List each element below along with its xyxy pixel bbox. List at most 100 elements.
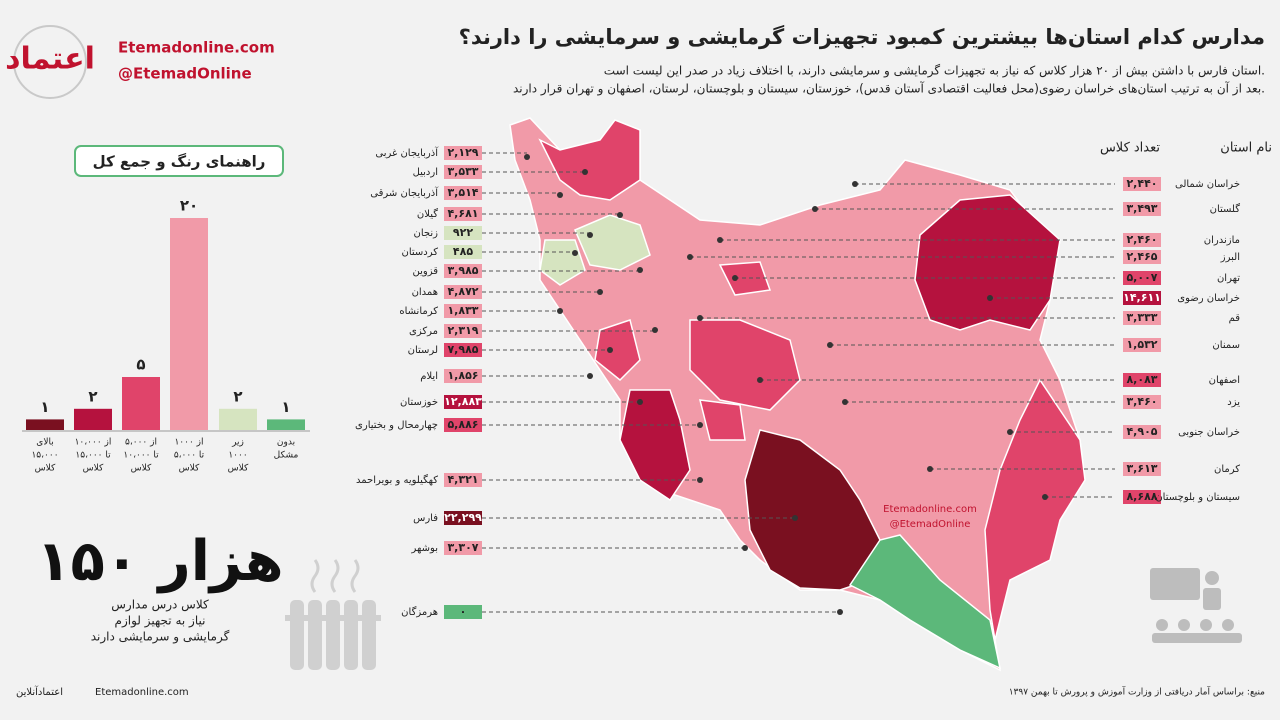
summary-caption: نیاز به تجهیز لوازم: [115, 614, 206, 629]
category-label: ۱۵،۰۰۰: [31, 451, 58, 461]
value-label: ۱۲,۸۸۳: [444, 395, 482, 408]
province-name: یزد: [1227, 397, 1240, 408]
value-label: ۱,۸۵۶: [447, 369, 478, 382]
logo: اعتماد: [5, 25, 95, 99]
category-label: از ۱۰،۰۰۰: [75, 438, 112, 448]
value-label: ۱,۸۳۳: [447, 304, 478, 317]
value-label: ۴,۹۰۵: [1126, 425, 1157, 438]
map-dot: [1042, 494, 1048, 500]
map-dot: [697, 422, 703, 428]
map-dot: [587, 373, 593, 379]
category-label: از ۵،۰۰۰: [125, 438, 157, 448]
bar: [74, 408, 112, 430]
map-dot: [927, 466, 933, 472]
legend-title-box: [74, 145, 284, 177]
map-dot: [652, 327, 658, 333]
map-dot: [582, 169, 588, 175]
column-header: تعداد کلاس: [1100, 141, 1160, 156]
value-label: ۴۸۵: [453, 245, 473, 258]
bar: [122, 377, 160, 430]
bar: [26, 419, 64, 430]
category-label: مشکل: [274, 451, 299, 461]
province-name: فارس: [413, 513, 438, 524]
map-dot: [524, 154, 530, 160]
province-name: زنجان: [414, 228, 439, 239]
watermark: Etemadonline.com: [883, 504, 977, 515]
category-label: بدون: [277, 438, 295, 448]
province-name: اصفهان: [1209, 375, 1240, 386]
province-name: لرستان: [408, 345, 438, 356]
title: مدارس کدام استان‌ها بیشترین کمبود تجهیزا…: [459, 24, 1265, 49]
value-label: ۵,۰۰۷: [1126, 271, 1157, 284]
province-name: کرمانشاه: [399, 306, 438, 317]
value-box: [444, 395, 482, 409]
map-dot: [557, 192, 563, 198]
province-name: اردبیل: [413, 167, 438, 178]
value-label: ۱۴,۶۱۱: [1123, 291, 1161, 304]
value-box: [444, 418, 482, 432]
value-label: ۳,۶۱۳: [1126, 462, 1157, 475]
value-box: [444, 304, 482, 318]
category-label: کلاس: [35, 464, 56, 474]
map-dot: [697, 315, 703, 321]
map-dot: [637, 399, 643, 405]
category-label: تا ۱۰،۰۰۰: [123, 451, 159, 461]
map-dot: [757, 377, 763, 383]
value-label: ۳,۴۹۳: [1126, 202, 1157, 215]
value-label: ۳,۵۳۳: [447, 165, 478, 178]
source: منبع: براساس آمار دریافتی از وزارت آموزش…: [1009, 686, 1265, 698]
province-name: همدان: [412, 287, 438, 298]
value-box: [444, 165, 482, 179]
province-name: کهگیلویه و بویراحمد: [356, 474, 438, 486]
bar: [219, 408, 257, 430]
category-label: از ۱۰۰۰: [174, 438, 203, 448]
value-box: [444, 245, 482, 259]
value-label: ۳,۳۰۷: [447, 541, 478, 554]
value-box: [444, 285, 482, 299]
province-name: قزوین: [412, 266, 438, 277]
value-box: [444, 369, 482, 383]
map-dot: [587, 232, 593, 238]
value-label: ۸,۰۸۳: [1126, 373, 1157, 386]
category-label: تا ۵،۰۰۰: [174, 451, 205, 461]
category-label: کلاس: [228, 464, 249, 474]
summary-caption: گرمایشی و سرمایشی دارند: [91, 630, 230, 645]
map-dot: [732, 275, 738, 281]
value-box: [444, 226, 482, 240]
subtitle-line: بعد از آن به ترتیب استان‌های خراسان رضوی…: [513, 81, 1265, 97]
category-label: بالای: [36, 438, 53, 448]
social-handle: @EtemadOnline: [118, 65, 252, 83]
value-box: [444, 511, 482, 525]
value-label: ۱: [281, 398, 290, 416]
value-box: [1123, 395, 1161, 409]
value-box: [1123, 373, 1161, 387]
value-label: ۴,۶۸۱: [447, 207, 478, 220]
value-label: ۲: [88, 387, 97, 405]
footer-brand: اعتمادآنلاین: [16, 685, 63, 698]
value-label: ۳,۵۱۴: [447, 186, 478, 199]
value-label: ۷,۹۸۵: [447, 343, 478, 356]
map-dot: [792, 515, 798, 521]
value-label: ۲۲,۲۹۹: [444, 511, 482, 524]
value-box: [444, 146, 482, 160]
value-label: ۲,۱۲۹: [447, 146, 478, 159]
value-box: [444, 207, 482, 221]
site-name: Etemadonline.com: [118, 39, 275, 57]
value-label: ۴,۳۲۱: [447, 473, 478, 486]
summary-number: ۱۵۰ هزار: [36, 529, 283, 594]
value-box: [444, 343, 482, 357]
map-dot: [597, 289, 603, 295]
province-name: تهران: [1217, 273, 1240, 284]
value-label: ۵: [136, 356, 145, 374]
category-label: کلاس: [179, 464, 200, 474]
value-box: [1123, 202, 1161, 216]
province-name: خراسان جنوبی: [1178, 427, 1240, 438]
province-name: خراسان شمالی: [1175, 179, 1240, 190]
value-box: [1123, 490, 1161, 504]
value-label: ۸,۶۸۸: [1126, 490, 1157, 503]
bar: [170, 218, 208, 430]
province-name: خوزستان: [400, 397, 438, 408]
province-name: کردستان: [401, 247, 438, 258]
subtitle-line: استان فارس با داشتن بیش از ۲۰ هزار کلاس …: [604, 64, 1265, 79]
